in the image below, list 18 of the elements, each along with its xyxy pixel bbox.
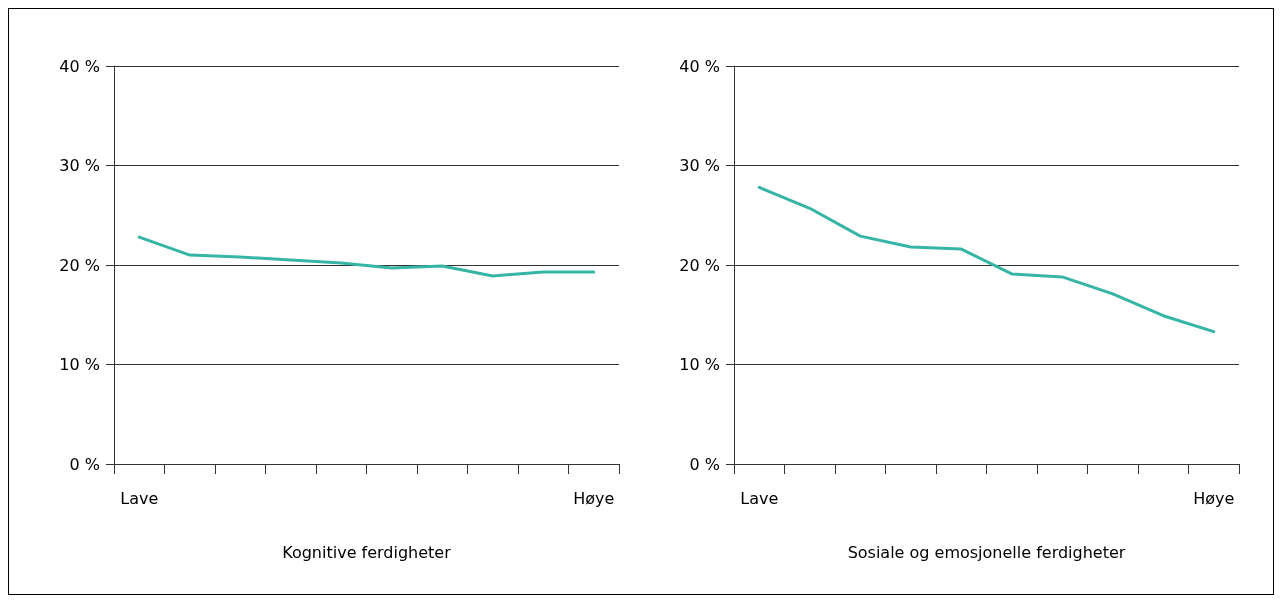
y-tick-label: 40 % (59, 56, 100, 76)
line-series (757, 185, 1216, 334)
x-tick-label: Høye (573, 488, 615, 508)
y-tick-label: 20 % (679, 255, 720, 275)
y-tick-label: 0 % (69, 454, 100, 474)
y-tick-label: 40 % (679, 56, 720, 76)
y-tick-label: 30 % (59, 156, 100, 175)
x-tick-label: Lave (740, 488, 779, 508)
x-axis-title: Kognitive ferdigheter (282, 542, 452, 562)
x-tick-label: Lave (120, 488, 159, 508)
y-tick-label: 10 % (679, 355, 720, 374)
x-tick-label: Høye (1193, 488, 1235, 508)
y-tick-label: 30 % (679, 156, 720, 175)
x-axis-title: Sosiale og emosjonelle ferdigheter (847, 542, 1126, 562)
y-tick-label: 20 % (59, 255, 100, 275)
y-tick-label: 10 % (59, 355, 100, 374)
line-series (137, 235, 596, 278)
y-tick-label: 0 % (689, 454, 720, 474)
